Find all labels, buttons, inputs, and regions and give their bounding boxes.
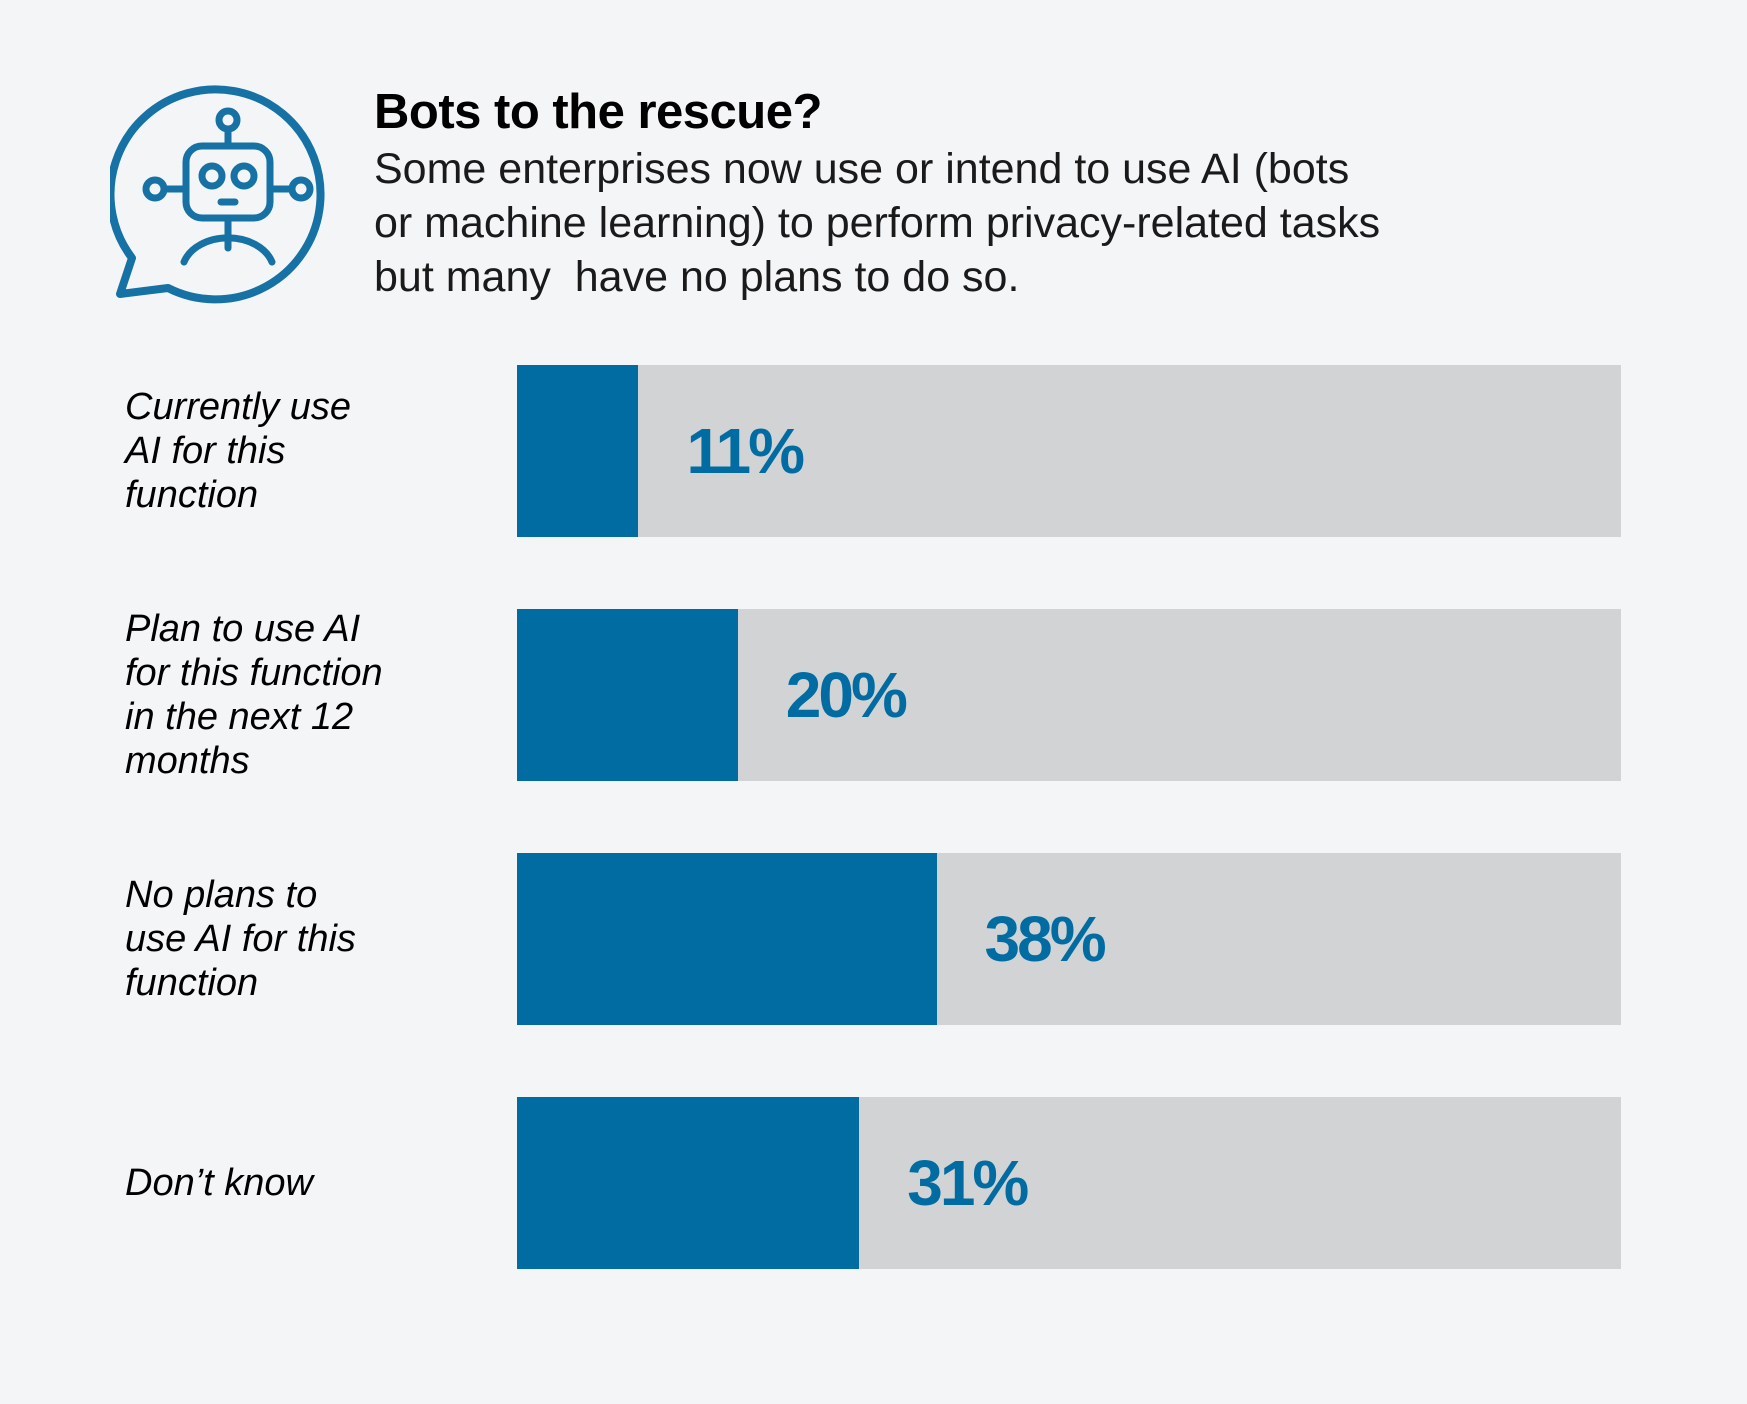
data-label: 11% — [686, 415, 805, 487]
bar-track: 31% — [517, 1097, 1621, 1269]
header: Bots to the rescue? Some enterprises now… — [0, 0, 1747, 320]
category-label-line: AI for this — [125, 430, 286, 472]
category-label-line: for this function — [125, 652, 383, 694]
data-label: 20% — [785, 659, 908, 731]
bar — [517, 853, 937, 1025]
category-label-line: function — [125, 474, 259, 516]
category-label-line: months — [125, 740, 250, 782]
data-label: 31% — [907, 1147, 1029, 1219]
category-label-line: in the next 12 — [125, 696, 354, 738]
category-label-line: Currently use — [125, 386, 351, 428]
category-label-line: Don’t know — [125, 1162, 313, 1204]
chart-title: Bots to the rescue? — [374, 85, 822, 139]
bar-track: 38% — [517, 853, 1621, 1025]
category-label-line: Plan to use AI — [125, 608, 361, 650]
category-label-line: No plans to — [125, 874, 318, 916]
category-label-line: use AI for this — [125, 918, 356, 960]
category-label: No plans to use AI for this function — [125, 853, 505, 1025]
chart-subtitle: Some enterprises now use or intend to us… — [374, 142, 1654, 304]
category-label: Don’t know — [125, 1097, 505, 1269]
category-label: Currently use AI for this function — [125, 365, 505, 537]
data-label: 38% — [984, 903, 1107, 975]
category-label: Plan to use AI for this function in the ne… — [125, 608, 505, 782]
bar-track: 20% — [517, 609, 1621, 781]
bar-track: 11% — [517, 365, 1621, 537]
bar — [517, 609, 738, 781]
subtitle-line: but many have no plans to do so. — [374, 253, 1020, 301]
category-label-line: function — [125, 962, 259, 1004]
subtitle-line: Some enterprises now use or intend to us… — [374, 145, 1350, 193]
bar — [517, 365, 639, 537]
subtitle-line: or machine learning) to perform privacy-… — [374, 199, 1381, 247]
bar — [517, 1097, 860, 1269]
robot-speech-bubble-icon — [106, 80, 350, 320]
